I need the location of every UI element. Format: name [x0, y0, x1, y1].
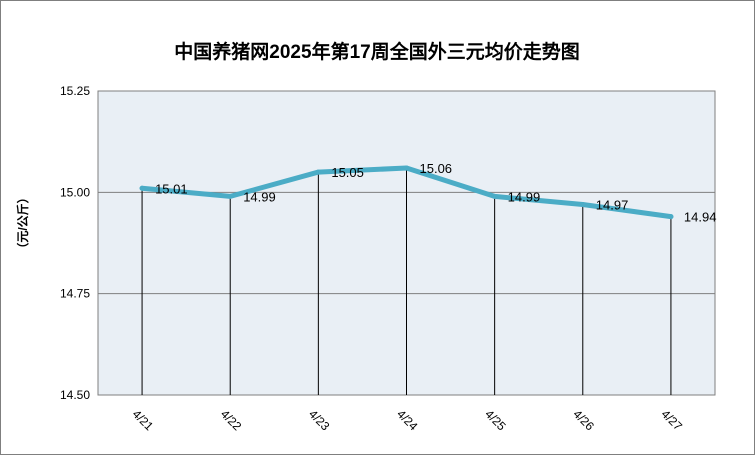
y-tick-label: 14.75: [60, 287, 90, 301]
data-label: 14.99: [243, 189, 276, 204]
x-axis-ticks: 4/21 4/22 4/23 4/24 4/25 4/26 4/27: [130, 407, 686, 434]
data-point: [404, 165, 409, 171]
data-point: [227, 193, 233, 199]
data-labels: 15.01 14.99 15.05 15.06 14.99 14.97 14.94: [155, 161, 716, 225]
data-point: [580, 201, 586, 207]
y-axis-label: （元/公斤）: [15, 191, 30, 254]
series-group: [139, 165, 674, 220]
data-label: 14.97: [596, 197, 629, 212]
data-label: 15.01: [155, 181, 188, 196]
x-tick-label: 4/21: [130, 407, 157, 434]
data-label: 14.99: [508, 189, 541, 204]
data-point: [139, 185, 145, 191]
x-tick-label: 4/23: [306, 407, 333, 434]
data-point: [315, 169, 321, 175]
data-label: 15.06: [420, 161, 453, 176]
data-label: 15.05: [331, 165, 364, 180]
x-tick-label: 4/26: [570, 407, 597, 434]
y-tick-label: 15.25: [60, 84, 90, 98]
y-tick-label: 15.00: [60, 185, 90, 199]
drop-lines: [141, 168, 672, 395]
x-tick-label: 4/27: [659, 407, 686, 434]
chart-title: 中国养猪网2025年第17周全国外三元均价走势图: [174, 40, 579, 63]
x-tick-label: 4/25: [482, 407, 509, 434]
data-point: [668, 214, 674, 220]
x-tick-label: 4/22: [218, 407, 245, 434]
data-point: [492, 193, 498, 199]
y-tick-label: 14.50: [60, 388, 90, 402]
y-axis-ticks: 14.50 14.75 15.00 15.25: [60, 84, 90, 402]
data-label: 14.94: [684, 210, 717, 225]
x-tick-label: 4/24: [394, 407, 421, 434]
